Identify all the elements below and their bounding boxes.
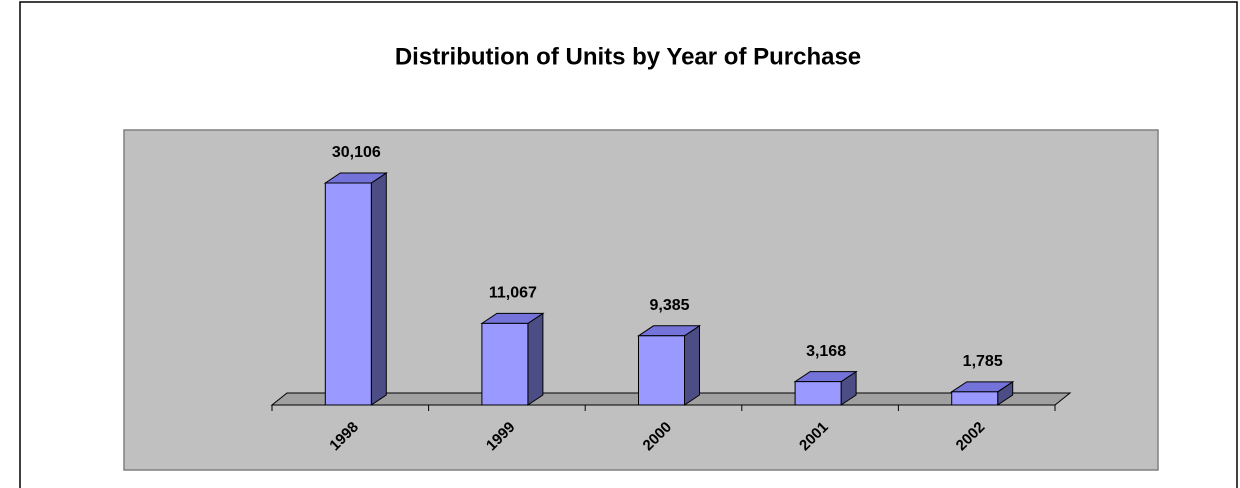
bar bbox=[638, 335, 685, 406]
bar-side bbox=[527, 312, 544, 406]
bar bbox=[481, 322, 529, 406]
data-label: 11,067 bbox=[489, 285, 537, 302]
bar bbox=[324, 182, 372, 406]
data-label: 3,168 bbox=[806, 343, 846, 360]
plot-area bbox=[123, 129, 1159, 471]
bar-side bbox=[684, 324, 700, 406]
data-label: 1,785 bbox=[963, 353, 1003, 370]
bar bbox=[794, 381, 842, 406]
bar-side bbox=[370, 172, 387, 406]
bar bbox=[951, 391, 999, 406]
chart-title: Distribution of Units by Year of Purchas… bbox=[395, 43, 861, 70]
data-label: 9,385 bbox=[649, 297, 689, 314]
data-label: 30,106 bbox=[332, 144, 381, 161]
